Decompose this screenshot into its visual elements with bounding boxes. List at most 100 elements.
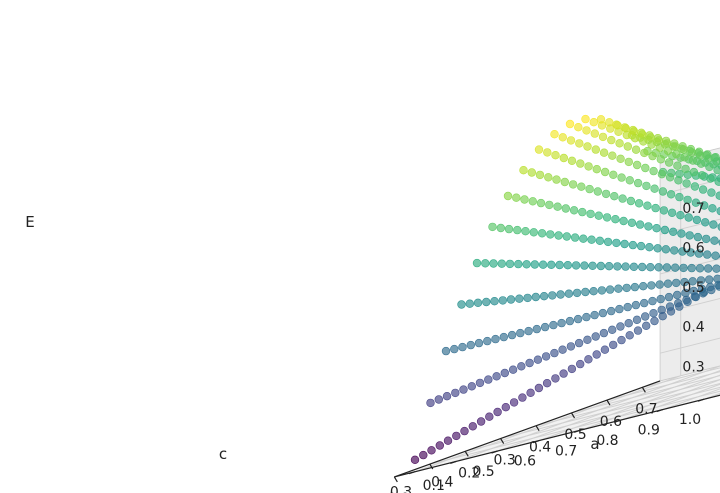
scatter-point bbox=[560, 177, 569, 187]
scatter-point bbox=[457, 300, 466, 309]
scatter-point bbox=[572, 288, 582, 298]
scatter-point bbox=[460, 426, 469, 436]
scatter-point bbox=[686, 248, 695, 257]
scatter-point bbox=[632, 160, 642, 170]
scatter-point bbox=[482, 297, 491, 307]
x-tick-label: 0.1 bbox=[423, 478, 445, 493]
scatter-point bbox=[506, 295, 516, 304]
scatter-point bbox=[647, 140, 656, 149]
scatter-point bbox=[608, 340, 618, 350]
x-tick-label: 0.0 bbox=[387, 491, 409, 493]
scatter-point bbox=[564, 289, 574, 298]
scatter-point bbox=[651, 203, 660, 213]
scatter-point bbox=[641, 163, 650, 173]
scatter-point bbox=[492, 372, 501, 381]
scatter-point bbox=[582, 312, 591, 322]
scatter-point bbox=[678, 247, 687, 256]
scatter-point bbox=[523, 293, 532, 303]
scatter-point bbox=[550, 348, 559, 358]
scatter-point bbox=[613, 262, 622, 271]
scatter-point bbox=[622, 130, 631, 140]
scatter-point bbox=[711, 251, 720, 260]
scatter-point bbox=[641, 321, 651, 330]
scatter-point bbox=[607, 325, 617, 334]
scatter-point bbox=[565, 316, 575, 326]
scatter-point bbox=[599, 148, 609, 157]
scatter-point bbox=[634, 199, 644, 208]
scatter-point bbox=[473, 298, 483, 307]
scatter-point bbox=[617, 173, 626, 182]
y-tick-label: 0.3 bbox=[390, 485, 412, 493]
scatter-point bbox=[666, 307, 676, 316]
scatter-point bbox=[712, 157, 720, 166]
scatter-point bbox=[584, 162, 593, 171]
scatter-point bbox=[534, 383, 544, 393]
scatter-point bbox=[674, 176, 683, 185]
scatter-point bbox=[687, 148, 696, 157]
scatter-point bbox=[699, 288, 709, 297]
scatter-point bbox=[636, 241, 646, 251]
scatter-point bbox=[584, 355, 593, 364]
scatter-point bbox=[586, 209, 595, 219]
scatter-point bbox=[676, 211, 685, 220]
x-tick-mark bbox=[500, 438, 505, 444]
scatter-point bbox=[698, 185, 708, 194]
scatter-point bbox=[535, 170, 545, 180]
axis-labels: E c a bbox=[25, 213, 599, 463]
scatter-point bbox=[615, 304, 624, 314]
scatter-point bbox=[526, 388, 535, 397]
x-tick-mark bbox=[535, 425, 540, 432]
scatter-point bbox=[655, 143, 664, 152]
scatter-point bbox=[593, 187, 602, 196]
scatter-point bbox=[558, 345, 567, 354]
scatter-point bbox=[573, 314, 583, 324]
scatter-point bbox=[604, 262, 614, 271]
scatter-point bbox=[675, 302, 684, 311]
scatter-point bbox=[688, 277, 697, 286]
scatter-point bbox=[618, 194, 627, 203]
scatter-point bbox=[569, 206, 579, 215]
x-tick-label: 0.6 bbox=[600, 414, 622, 430]
scatter-point bbox=[551, 374, 560, 383]
scatter-point bbox=[672, 290, 682, 300]
scatter-points bbox=[410, 114, 720, 464]
scatter-point bbox=[427, 446, 436, 455]
scatter-point bbox=[559, 153, 568, 163]
scatter-point bbox=[522, 260, 531, 269]
scatter-point bbox=[703, 264, 713, 273]
scatter-point bbox=[587, 235, 596, 244]
x-tick-label: 0.5 bbox=[564, 427, 586, 443]
scatter-point bbox=[673, 161, 682, 170]
scatter-point bbox=[620, 239, 629, 249]
scatter-point bbox=[605, 285, 615, 294]
scatter-point bbox=[671, 278, 681, 288]
scatter-point bbox=[638, 130, 647, 139]
x-tick-label: 0.2 bbox=[458, 465, 480, 481]
scatter-point bbox=[591, 145, 600, 154]
scatter-point bbox=[598, 132, 608, 142]
scatter-point bbox=[534, 145, 544, 154]
grid-line-a-floor bbox=[535, 379, 720, 427]
scatter-point bbox=[514, 259, 523, 269]
y-tick-label: 0.5 bbox=[472, 464, 494, 480]
y-tick-label: 0.9 bbox=[638, 423, 660, 439]
scatter-point bbox=[600, 167, 610, 177]
scatter-point bbox=[575, 359, 585, 369]
scatter-point bbox=[714, 177, 720, 186]
scatter-point bbox=[602, 213, 612, 222]
scatter-point bbox=[695, 264, 705, 273]
scatter-point bbox=[704, 154, 713, 163]
scatter-point bbox=[628, 240, 638, 250]
x-tick-mark bbox=[570, 412, 576, 419]
y-axis-label: c bbox=[219, 445, 227, 463]
scatter-point bbox=[607, 135, 616, 145]
scatter-point bbox=[530, 260, 539, 269]
scatter-point bbox=[661, 245, 671, 254]
scatter-point bbox=[590, 129, 599, 138]
grid-line-e-side bbox=[659, 337, 720, 354]
scatter-point bbox=[681, 164, 690, 174]
z-tick-label: 0.5 bbox=[682, 280, 704, 296]
x-tick-mark bbox=[429, 463, 434, 470]
scatter-point bbox=[640, 312, 650, 321]
grid-line-a-floor bbox=[429, 390, 720, 465]
